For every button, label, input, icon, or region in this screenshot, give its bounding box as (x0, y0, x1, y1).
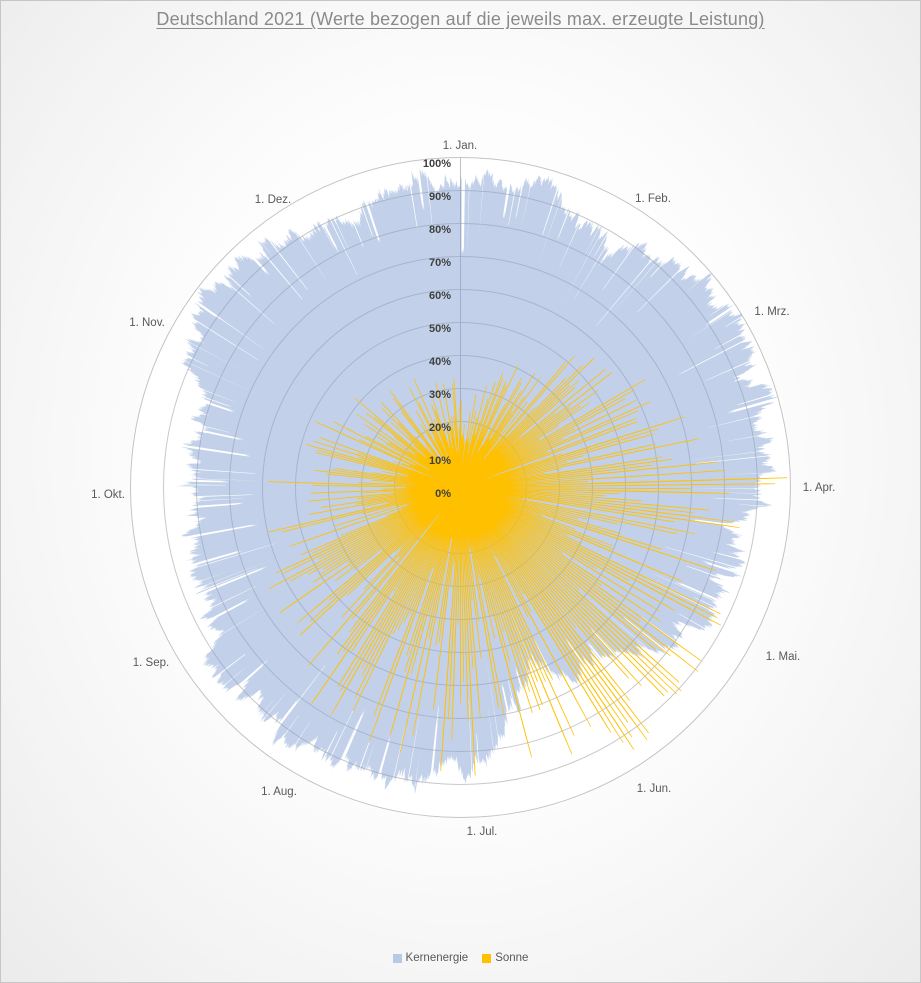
legend-label: Kernenergie (405, 952, 469, 964)
month-label: 1. Nov. (129, 317, 165, 329)
legend-label: Sonne (495, 952, 529, 964)
radial-tick-label: 70% (428, 257, 451, 269)
month-label: 1. Okt. (91, 489, 125, 501)
radial-tick-label: 30% (428, 389, 451, 401)
month-label: 1. Mrz. (754, 306, 790, 318)
radial-tick-label: 80% (428, 224, 451, 236)
sonne-swatch (482, 953, 492, 963)
chart-legend: Kernenergie Sonne (1, 949, 920, 967)
radial-tick-label: 10% (428, 455, 451, 467)
month-label: 1. Jul. (466, 826, 498, 838)
radial-tick-label: 50% (428, 323, 451, 335)
month-label: 1. Jan. (442, 140, 478, 152)
radial-tick-label: 90% (428, 191, 451, 203)
month-label: 1. Aug. (261, 786, 297, 798)
month-label: 1. Feb. (635, 193, 671, 205)
month-label: 1. Mai. (765, 651, 801, 663)
month-label: 1. Apr. (802, 482, 836, 494)
month-label: 1. Jun. (636, 783, 672, 795)
month-label: 1. Dez. (254, 194, 292, 206)
legend-item-kernenergie: Kernenergie (392, 952, 469, 964)
radial-tick-label: 0% (435, 488, 451, 500)
legend-item-sonne: Sonne (482, 952, 528, 964)
radial-tick-label: 60% (428, 290, 451, 302)
kernenergie-swatch (392, 953, 402, 963)
radial-tick-label: 100% (422, 158, 451, 170)
radial-tick-label: 20% (428, 422, 451, 434)
radial-tick-label: 40% (428, 356, 451, 368)
month-label: 1. Sep. (132, 657, 170, 669)
